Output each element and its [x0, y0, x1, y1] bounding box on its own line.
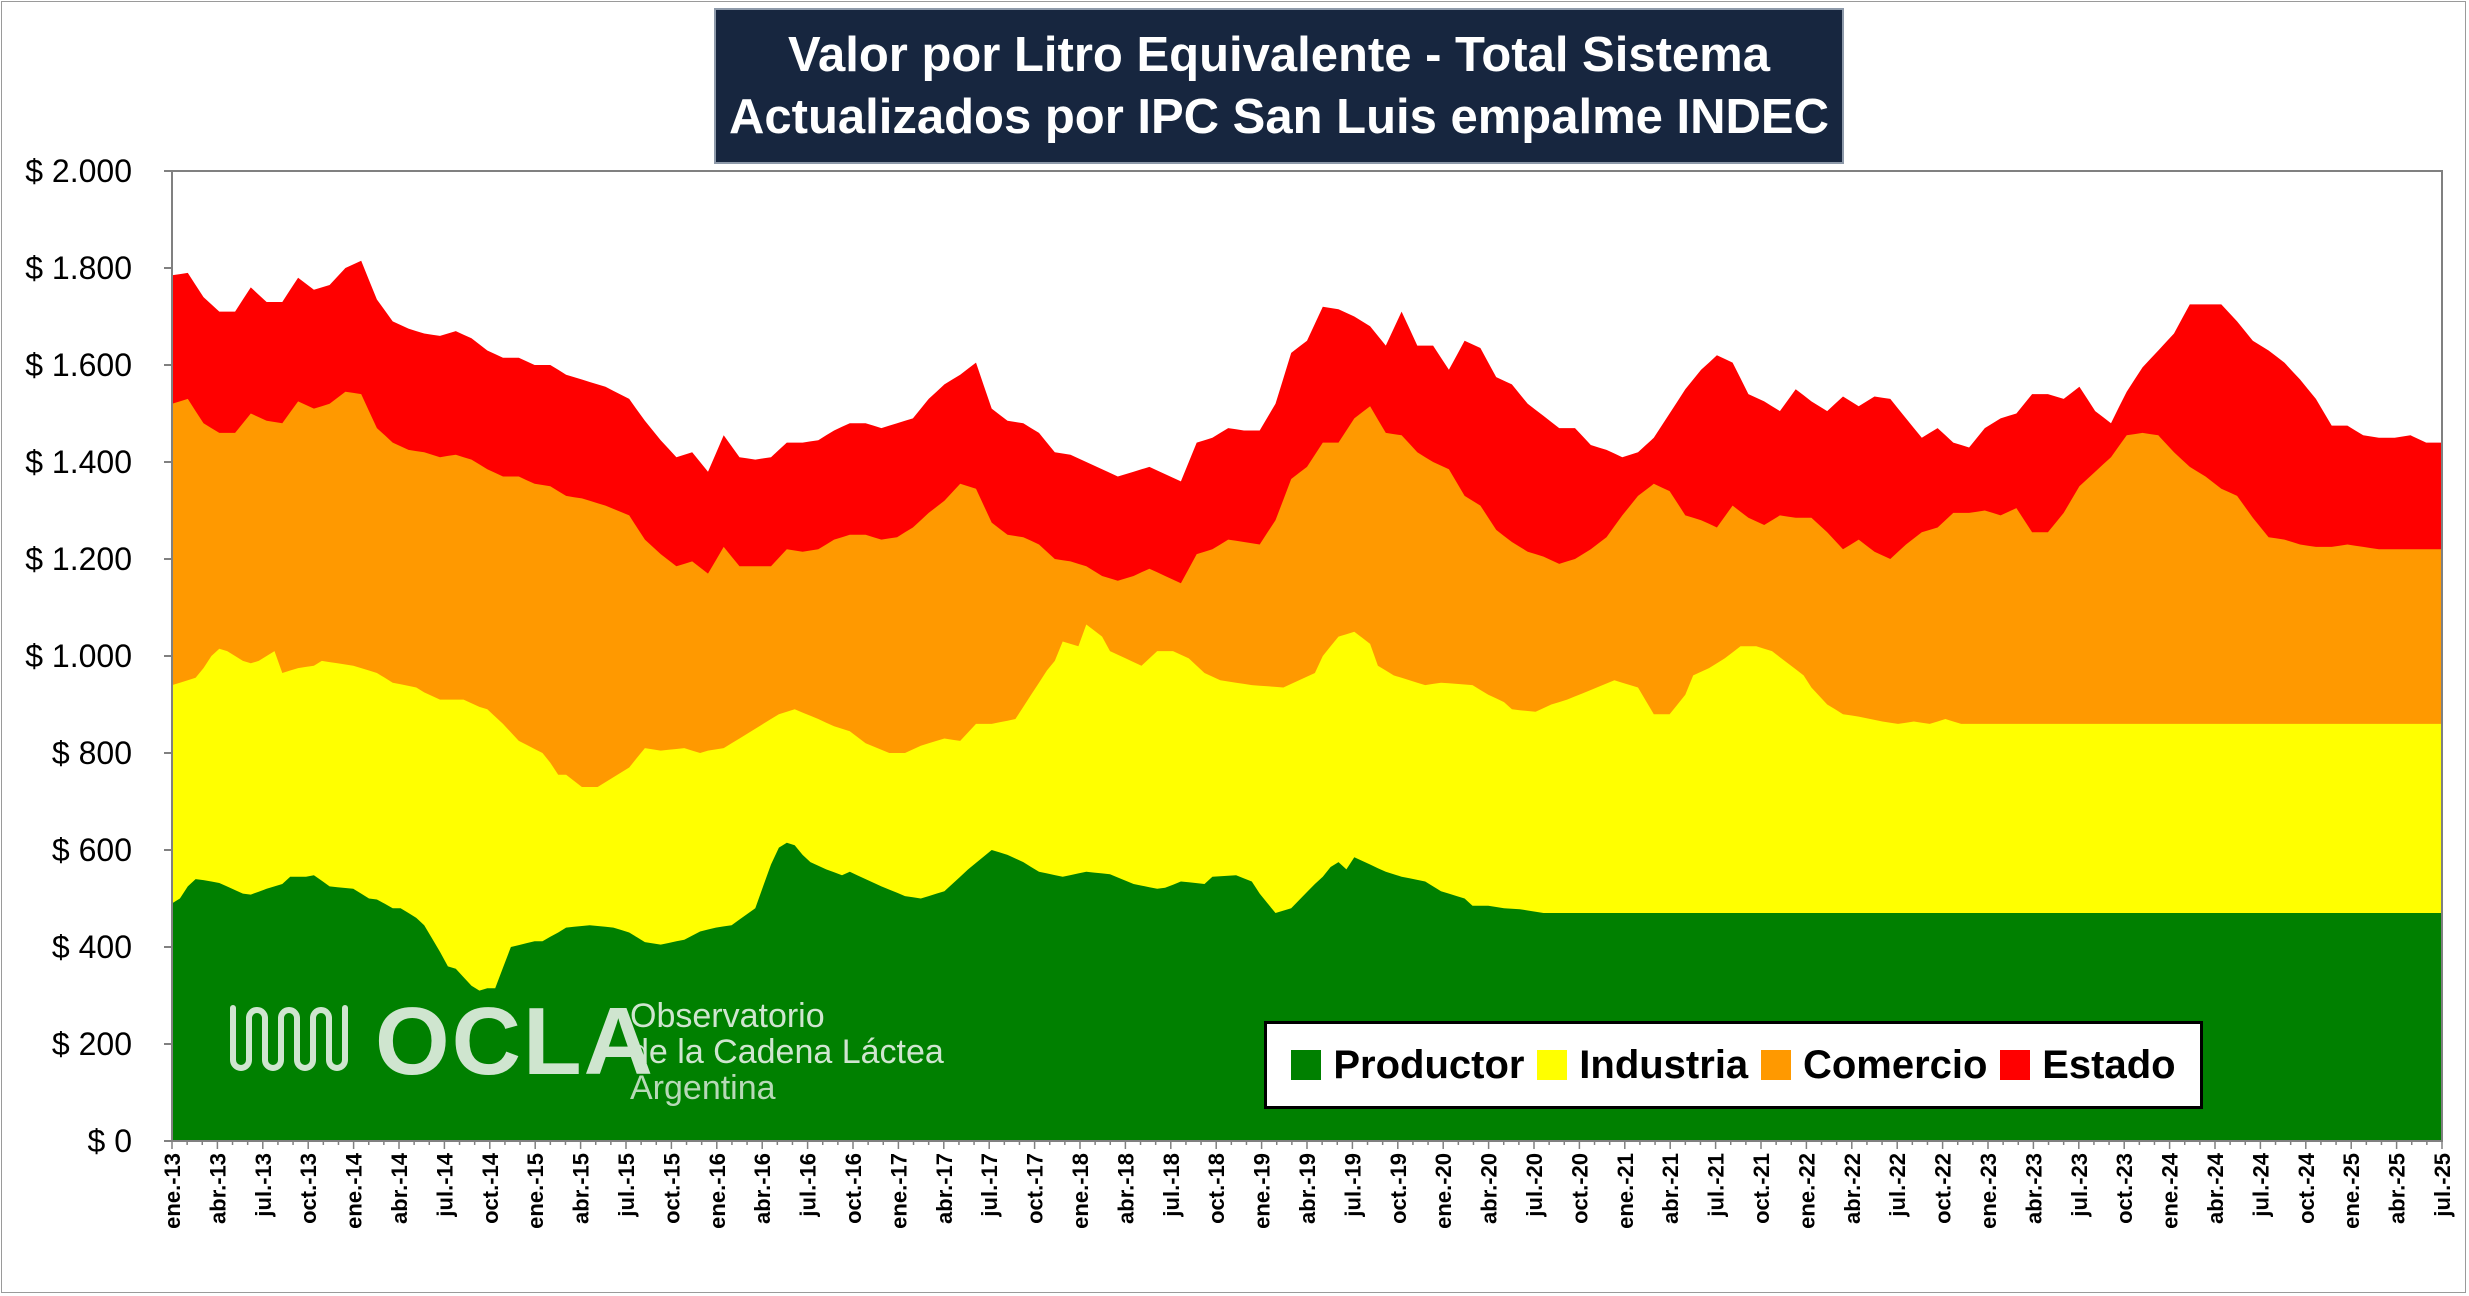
- x-tick-label: jul.-20: [1522, 1153, 1547, 1218]
- x-tick-label: abr.-20: [1477, 1153, 1502, 1224]
- legend-swatch-productor: [1291, 1050, 1322, 1080]
- x-tick-label: ene.-13: [160, 1153, 185, 1229]
- y-tick-label: $ 400: [52, 929, 132, 965]
- x-tick-label: oct.-18: [1204, 1153, 1229, 1224]
- legend-swatch-industria: [1537, 1050, 1568, 1080]
- y-axis: $ 0 $ 200 $ 400 $ 600 $ 800 $ 1.000 $ 1.200 $ 1…: [25, 153, 172, 1159]
- x-tick-label: ene.-17: [886, 1153, 911, 1229]
- chart-legend: Productor Industria Comercio Estado: [1264, 1021, 2203, 1109]
- x-tick-label: oct.-16: [841, 1153, 866, 1224]
- x-tick-label: oct.-21: [1749, 1153, 1774, 1224]
- x-tick-label: oct.-23: [2112, 1153, 2137, 1224]
- x-tick-label: abr.-21: [1658, 1153, 1683, 1224]
- x-tick-label: abr.-22: [1840, 1153, 1865, 1224]
- x-tick-label: jul.-24: [2248, 1152, 2273, 1217]
- x-tick-label: ene.-19: [1250, 1153, 1275, 1229]
- x-tick-label: jul.-13: [251, 1153, 276, 1218]
- x-tick-label: abr.-25: [2385, 1153, 2410, 1224]
- y-tick-label: $ 1.200: [25, 541, 132, 577]
- x-tick-label: jul.-22: [1885, 1153, 1910, 1218]
- ocla-logo: OCLA Observatorio de la Cadena Láctea Ar…: [225, 990, 985, 1120]
- y-tick-label: $ 2.000: [25, 153, 132, 189]
- x-tick-label: ene.-25: [2339, 1153, 2364, 1229]
- legend-item-comercio: Comercio: [1760, 1042, 1988, 1088]
- x-tick-label: abr.-23: [2021, 1153, 2046, 1224]
- x-tick-label: jul.-23: [2067, 1153, 2092, 1218]
- chart-title-line1: Valor por Litro Equivalente - Total Sist…: [787, 28, 1770, 82]
- x-axis: ene.-13 abr.-13 jul.-13 oct.-13 ene.-14 abr.-…: [160, 1141, 2455, 1229]
- x-tick-label: oct.-15: [659, 1153, 684, 1224]
- chart-title-line2: Actualizados por IPC San Luis empalme IN…: [728, 90, 1829, 144]
- x-tick-label: oct.-20: [1567, 1153, 1592, 1224]
- legend-label-industria: Industria: [1579, 1042, 1749, 1087]
- x-tick-label: abr.-14: [387, 1152, 412, 1224]
- stacked-areas: [172, 260, 2442, 1141]
- logo-wordmark: OCLA: [375, 988, 655, 1095]
- x-tick-label: oct.-24: [2294, 1152, 2319, 1224]
- x-tick-label: abr.-17: [932, 1153, 957, 1224]
- logo-subtitle: Observatorio de la Cadena Láctea Argenti…: [630, 998, 944, 1106]
- x-tick-label: ene.-14: [342, 1152, 367, 1229]
- chart-title: Valor por Litro Equivalente - Total Sist…: [714, 8, 1844, 164]
- legend-item-productor: Productor: [1291, 1042, 1525, 1088]
- x-tick-label: jul.-14: [432, 1152, 457, 1217]
- x-tick-label: jul.-25: [2430, 1153, 2455, 1218]
- x-tick-label: ene.-16: [705, 1153, 730, 1229]
- x-tick-label: jul.-17: [977, 1153, 1002, 1218]
- y-tick-label: $ 1.400: [25, 444, 132, 480]
- y-tick-label: $ 600: [52, 832, 132, 868]
- x-tick-label: jul.-16: [796, 1153, 821, 1218]
- x-tick-label: jul.-15: [614, 1153, 639, 1218]
- logo-line2: de la Cadena Láctea: [630, 1033, 944, 1071]
- x-tick-label: oct.-22: [1931, 1153, 1956, 1224]
- x-tick-label: oct.-19: [1386, 1153, 1411, 1224]
- legend-swatch-estado: [2000, 1050, 2031, 1080]
- y-tick-label: $ 0: [88, 1123, 132, 1159]
- x-tick-label: abr.-18: [1113, 1153, 1138, 1224]
- x-tick-label: abr.-19: [1295, 1153, 1320, 1224]
- x-tick-label: ene.-24: [2158, 1152, 2183, 1229]
- x-tick-label: oct.-13: [296, 1153, 321, 1224]
- legend-label-productor: Productor: [1333, 1042, 1525, 1087]
- x-tick-label: jul.-18: [1159, 1153, 1184, 1218]
- x-tick-label: ene.-20: [1431, 1153, 1456, 1229]
- y-tick-label: $ 800: [52, 735, 132, 771]
- legend-item-industria: Industria: [1537, 1043, 1748, 1088]
- x-tick-label: oct.-17: [1023, 1153, 1048, 1224]
- x-tick-label: abr.-16: [750, 1153, 775, 1224]
- y-tick-label: $ 1.600: [25, 347, 132, 383]
- x-tick-label: ene.-15: [523, 1153, 548, 1229]
- x-tick-label: ene.-22: [1794, 1153, 1819, 1229]
- logo-line3: Argentina: [630, 1069, 776, 1107]
- x-tick-label: ene.-21: [1613, 1153, 1638, 1229]
- x-tick-label: jul.-21: [1704, 1153, 1729, 1218]
- y-tick-label: $ 1.000: [25, 638, 132, 674]
- x-tick-label: ene.-18: [1068, 1153, 1093, 1229]
- y-tick-label: $ 1.800: [25, 250, 132, 286]
- logo-line1: Observatorio: [630, 997, 825, 1035]
- legend-item-estado: Estado: [2000, 1042, 2176, 1088]
- x-tick-label: oct.-14: [478, 1152, 503, 1224]
- x-tick-label: abr.-24: [2203, 1152, 2228, 1224]
- x-tick-label: ene.-23: [1976, 1153, 2001, 1229]
- x-tick-label: abr.-13: [205, 1153, 230, 1224]
- legend-label-comercio: Comercio: [1802, 1042, 1988, 1087]
- y-tick-label: $ 200: [52, 1026, 132, 1062]
- legend-label-estado: Estado: [2042, 1042, 2176, 1087]
- x-tick-label: abr.-15: [569, 1153, 594, 1224]
- milk-wave-icon: [230, 1005, 348, 1071]
- x-tick-label: jul.-19: [1340, 1153, 1365, 1218]
- legend-swatch-comercio: [1760, 1050, 1791, 1080]
